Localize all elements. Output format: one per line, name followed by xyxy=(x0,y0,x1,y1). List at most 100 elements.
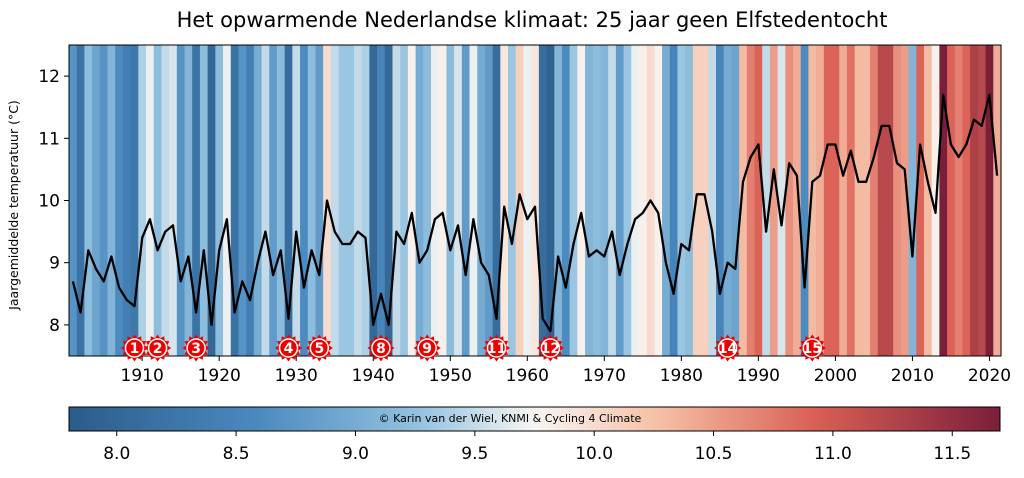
stripe-1951 xyxy=(454,45,463,356)
stripe-1946 xyxy=(415,45,424,356)
colorbar-tick-label: 10.5 xyxy=(695,444,733,464)
stripe-1943 xyxy=(392,45,401,356)
warming-stripes xyxy=(69,45,1002,356)
stripe-1954 xyxy=(477,45,486,356)
y-axis: 8 9 10 11 12 xyxy=(38,67,69,336)
x-tick-label: 2000 xyxy=(814,366,857,386)
colorbar-tick-label: 8.5 xyxy=(223,444,250,464)
stripe-1915 xyxy=(176,45,186,356)
marker-15: 15 xyxy=(798,334,826,362)
stripe-1935 xyxy=(330,45,340,356)
marker-12: 12 xyxy=(536,334,564,362)
stripe-1906 xyxy=(107,45,116,356)
stripe-1995 xyxy=(793,45,802,356)
stripe-1977 xyxy=(654,45,663,356)
stripe-1987 xyxy=(731,45,740,356)
stripe-1908 xyxy=(122,45,132,356)
x-tick-label: 1940 xyxy=(352,366,395,386)
marker-disc xyxy=(124,338,145,358)
marker-disc xyxy=(371,338,391,358)
stripe-1993 xyxy=(777,45,786,356)
elfstedentocht-markers: 1 2 3 4 5 8 9 11 12 14 15 xyxy=(121,334,826,362)
stripe-1913 xyxy=(161,45,170,356)
stripe-2014 xyxy=(939,45,948,356)
stripe-1924 xyxy=(246,45,255,356)
temperature-line-group xyxy=(71,93,999,333)
colorbar-tick-label: 10.0 xyxy=(575,444,613,464)
stripe-2000 xyxy=(831,45,840,356)
stripe-2018 xyxy=(970,45,979,356)
stripe-1968 xyxy=(585,45,594,356)
stripe-1974 xyxy=(631,45,640,356)
stripe-2019 xyxy=(977,45,987,356)
stripe-1978 xyxy=(662,45,671,356)
stripe-1940 xyxy=(369,45,378,356)
x-tick-label: 1970 xyxy=(583,366,626,386)
stripe-2007 xyxy=(885,45,894,356)
stripe-2008 xyxy=(893,45,902,356)
colorbar-tick-label: 9.0 xyxy=(342,444,369,464)
stripe-1941 xyxy=(377,45,386,356)
y-axis-label: Jaargemiddelde temperatuur (°C) xyxy=(6,100,21,311)
marker-disc xyxy=(717,338,738,358)
stripe-1957 xyxy=(500,45,509,356)
stripe-1949 xyxy=(438,45,448,356)
marker-disc xyxy=(309,338,330,358)
stripe-1979 xyxy=(669,45,679,356)
colorbar-tick-label: 11.0 xyxy=(814,444,852,464)
marker-8: 8 xyxy=(367,334,395,362)
stripe-1955 xyxy=(484,45,494,356)
stripe-1929 xyxy=(284,45,293,356)
stripe-1950 xyxy=(446,45,455,356)
stripe-1947 xyxy=(423,45,432,356)
x-tick-label: 1920 xyxy=(198,366,241,386)
stripe-1952 xyxy=(461,45,471,356)
stripe-1945 xyxy=(407,45,417,356)
marker-disc xyxy=(540,338,561,358)
stripe-1948 xyxy=(431,45,440,356)
colorbar xyxy=(68,406,1001,432)
marker-label: 3 xyxy=(191,341,201,357)
x-tick-label: 1930 xyxy=(275,366,318,386)
marker-label: 2 xyxy=(153,341,163,357)
stripe-2010 xyxy=(908,45,917,356)
stripe-1925 xyxy=(253,45,263,356)
marker-label: 15 xyxy=(803,341,822,357)
marker-disc xyxy=(186,338,206,358)
stripe-2011 xyxy=(916,45,925,356)
stripe-1944 xyxy=(400,45,409,356)
stripe-1937 xyxy=(346,45,355,356)
stripe-1917 xyxy=(192,45,201,356)
marker-label: 12 xyxy=(541,341,560,357)
y-tick-label: 11 xyxy=(38,129,60,149)
stripe-1971 xyxy=(608,45,617,356)
stripe-1967 xyxy=(577,45,586,356)
stripe-1923 xyxy=(238,45,247,356)
stripe-1912 xyxy=(153,45,163,356)
x-tick-label: 1910 xyxy=(121,366,164,386)
stripe-2012 xyxy=(923,45,933,356)
colorbar-gradient xyxy=(68,406,1001,432)
stripe-1964 xyxy=(554,45,563,356)
chart-title: Het opwarmende Nederlandse klimaat: 25 j… xyxy=(176,8,888,32)
stripe-1960 xyxy=(523,45,532,356)
marker-label: 5 xyxy=(314,341,324,357)
stripe-1905 xyxy=(99,45,109,356)
stripe-1932 xyxy=(307,45,317,356)
stripe-1916 xyxy=(184,45,193,356)
stripe-1918 xyxy=(199,45,209,356)
colorbar-tick-label: 11.5 xyxy=(933,444,971,464)
stripe-1907 xyxy=(115,45,124,356)
marker-11: 11 xyxy=(483,334,510,362)
x-tick-label: 1980 xyxy=(660,366,703,386)
stripe-1919 xyxy=(207,45,216,356)
stripe-1999 xyxy=(823,45,833,356)
stripe-1988 xyxy=(739,45,748,356)
marker-label: 4 xyxy=(284,341,294,357)
stripe-2005 xyxy=(870,45,879,356)
stripe-1953 xyxy=(469,45,478,356)
marker-2: 2 xyxy=(144,334,172,362)
stripe-2006 xyxy=(877,45,887,356)
stripe-1969 xyxy=(592,45,602,356)
stripe-1902 xyxy=(76,45,85,356)
